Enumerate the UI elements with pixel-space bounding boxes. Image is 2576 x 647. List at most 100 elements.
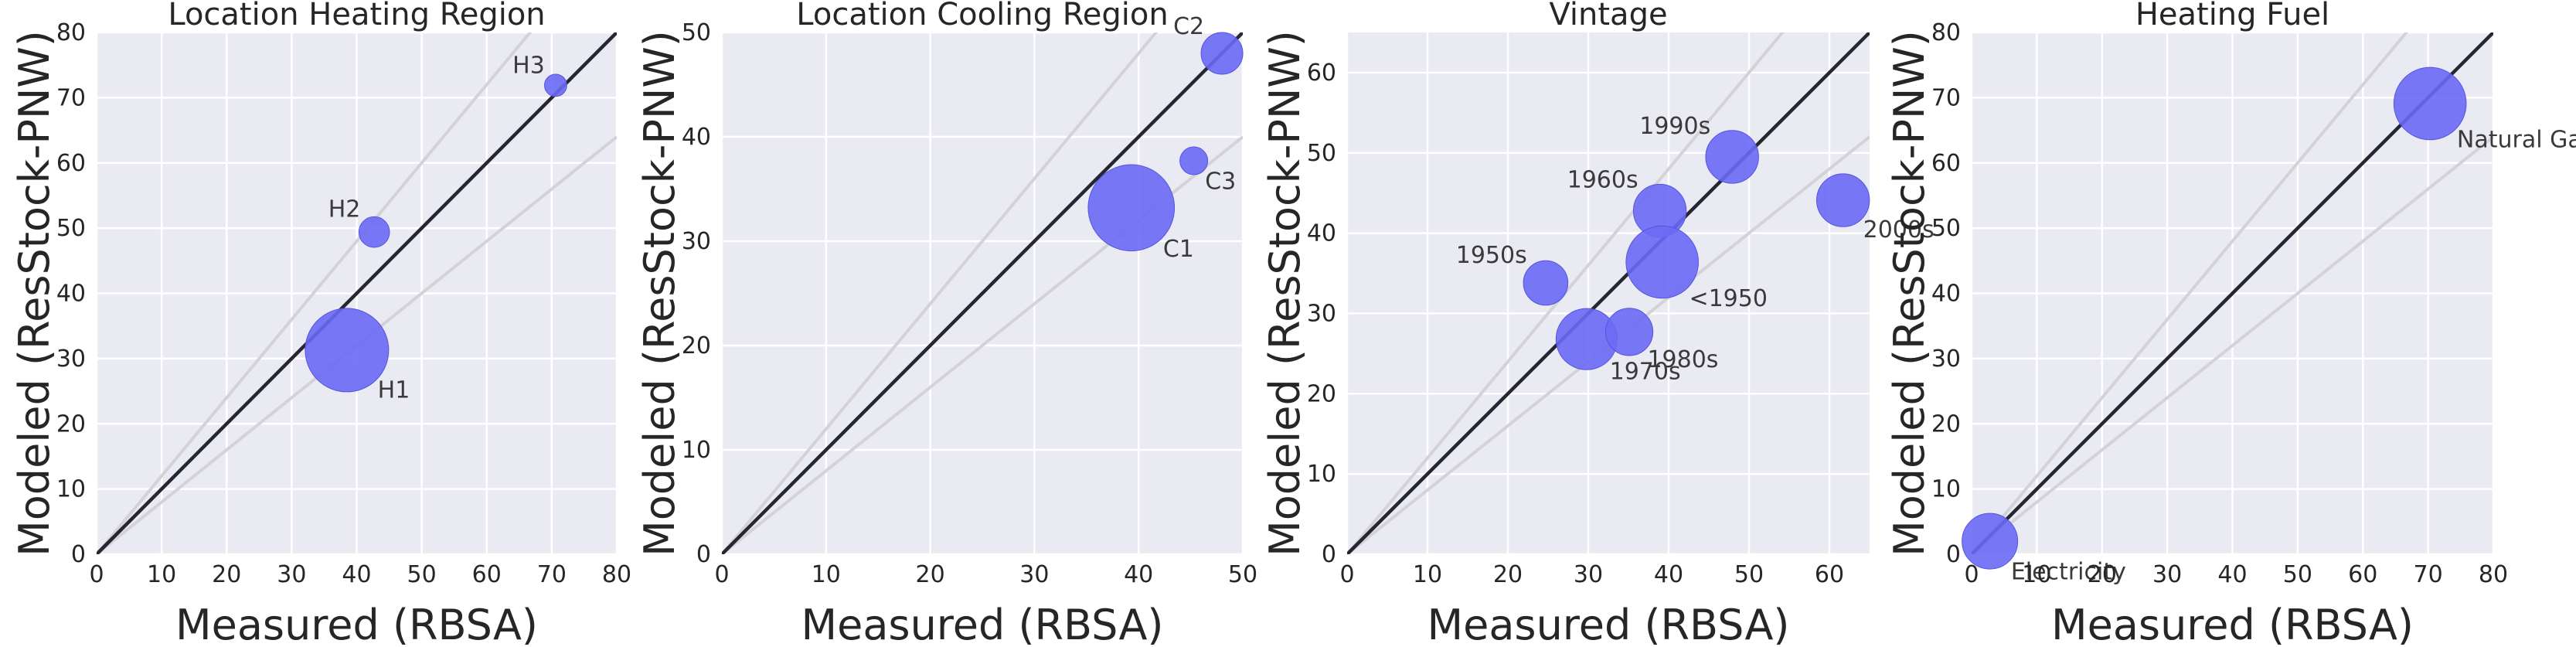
data-point-label: 2000s [1863,216,1935,243]
data-point [1179,146,1209,175]
y-axis-label: Modeled (ResStock-PNW) [635,30,684,557]
y-tick-label: 80 [56,19,86,46]
identity-line [97,32,617,554]
upper-band-line [97,32,533,554]
data-point [1705,130,1759,184]
chart-panel-2: C1 C2 C3 0 10 20 30 40 50 0 10 20 30 40 50 Location Coo… [635,0,1257,647]
x-tick-label: 50 [407,561,437,588]
identity-line [722,32,1243,554]
x-tick-label: 40 [342,561,371,588]
x-tick-label: 0 [89,561,104,588]
y-tick-label: 50 [1931,215,1961,242]
lower-band-line [1972,135,2493,554]
x-tick-label: 60 [2348,561,2377,588]
y-axis-label: Modeled (ResStock-PNW) [1885,30,1934,557]
data-point [1625,225,1699,299]
x-tick-label: 50 [2283,561,2312,588]
x-tick-label: 40 [1654,561,1683,588]
x-tick-label: 0 [1339,561,1354,588]
y-tick-label: 40 [1931,281,1961,308]
y-tick-label: 10 [1931,476,1961,503]
data-point [1604,308,1654,356]
data-point-label: 1970s [1610,358,1681,385]
data-point-label: Natural Gas [2457,127,2576,154]
panel-title: Location Cooling Region [796,0,1168,32]
data-point-label: H1 [378,377,410,404]
x-tick-label: 40 [1124,561,1153,588]
y-tick-label: 0 [71,541,86,568]
x-axis-label: Measured (RBSA) [175,601,538,647]
y-axis-label: Modeled (ResStock-PNW) [1261,30,1309,557]
y-tick-label: 40 [56,281,86,308]
x-tick-label: 10 [1413,561,1442,588]
data-point-label: <1950 [1689,285,1767,312]
y-tick-label: 70 [56,84,86,111]
y-tick-label: 0 [696,541,711,568]
x-axis-label: Measured (RBSA) [801,601,1164,647]
data-point-label: 1960s [1567,167,1638,194]
x-tick-label: 20 [1493,561,1523,588]
x-tick-label: 40 [2217,561,2247,588]
x-tick-label: 20 [212,561,241,588]
y-tick-label: 30 [682,228,711,255]
data-point [1815,173,1870,227]
data-point [305,308,390,393]
y-tick-label: 20 [682,332,711,359]
y-tick-label: 20 [56,410,86,438]
y-tick-label: 30 [1307,300,1336,327]
data-point-label: C2 [1173,13,1204,40]
data-point-label: H3 [512,52,545,79]
y-tick-label: 40 [682,124,711,151]
x-tick-label: 50 [1228,561,1257,588]
x-tick-label: 10 [812,561,841,588]
panel-title: Location Heating Region [168,0,545,32]
y-tick-label: 60 [1307,60,1336,87]
x-tick-label: 70 [537,561,567,588]
upper-band-line [722,32,1159,554]
data-point [1962,512,2019,570]
y-tick-label: 60 [1931,150,1961,177]
data-point [544,73,567,97]
data-point-label: 1990s [1639,113,1710,140]
x-tick-label: 30 [1574,561,1603,588]
data-point [1200,32,1244,75]
data-point [1087,164,1176,252]
x-tick-label: 80 [2479,561,2508,588]
x-tick-label: 30 [2152,561,2182,588]
y-axis-label: Modeled (ResStock-PNW) [10,30,59,557]
y-tick-label: 20 [1931,410,1961,438]
y-tick-label: 50 [1307,140,1336,167]
y-tick-label: 0 [1946,541,1961,568]
x-tick-label: 30 [277,561,306,588]
identity-line [1347,32,1870,554]
y-tick-label: 80 [1931,19,1961,46]
y-tick-label: 70 [1931,84,1961,111]
y-tick-label: 50 [56,215,86,242]
y-tick-label: 10 [1307,461,1336,488]
upper-band-line [1347,32,1785,554]
chart-panel-4: Electricity Natural Gas 0 10 20 30 40 50 60 70 80 0… [1885,0,2576,647]
data-point-label: C1 [1163,236,1194,263]
x-axis-label: Measured (RBSA) [1428,601,1790,647]
y-tick-label: 20 [1307,380,1336,407]
y-tick-label: 40 [1307,220,1336,247]
x-tick-label: 60 [1815,561,1844,588]
y-tick-label: 60 [56,150,86,177]
data-point-label: Electricity [2011,558,2126,585]
y-tick-label: 30 [1931,346,1961,373]
x-tick-label: 10 [2022,561,2051,588]
data-point-label: C3 [1205,169,1236,196]
upper-band-line [1972,32,2409,554]
x-tick-label: 50 [1734,561,1764,588]
panel-title: Heating Fuel [2135,0,2329,32]
x-tick-label: 30 [1019,561,1049,588]
data-point-label: 1950s [1456,242,1527,269]
data-point [2393,66,2467,141]
chart-panel-1: H1 H2 H3 0 10 20 30 40 50 60 70 80 0 10 20 30 40 50 60 70 80… [10,0,631,647]
x-tick-label: 10 [147,561,176,588]
x-axis-label: Measured (RBSA) [2051,601,2414,647]
y-tick-label: 0 [1322,541,1336,568]
data-point-label: 1980s [1647,346,1718,373]
